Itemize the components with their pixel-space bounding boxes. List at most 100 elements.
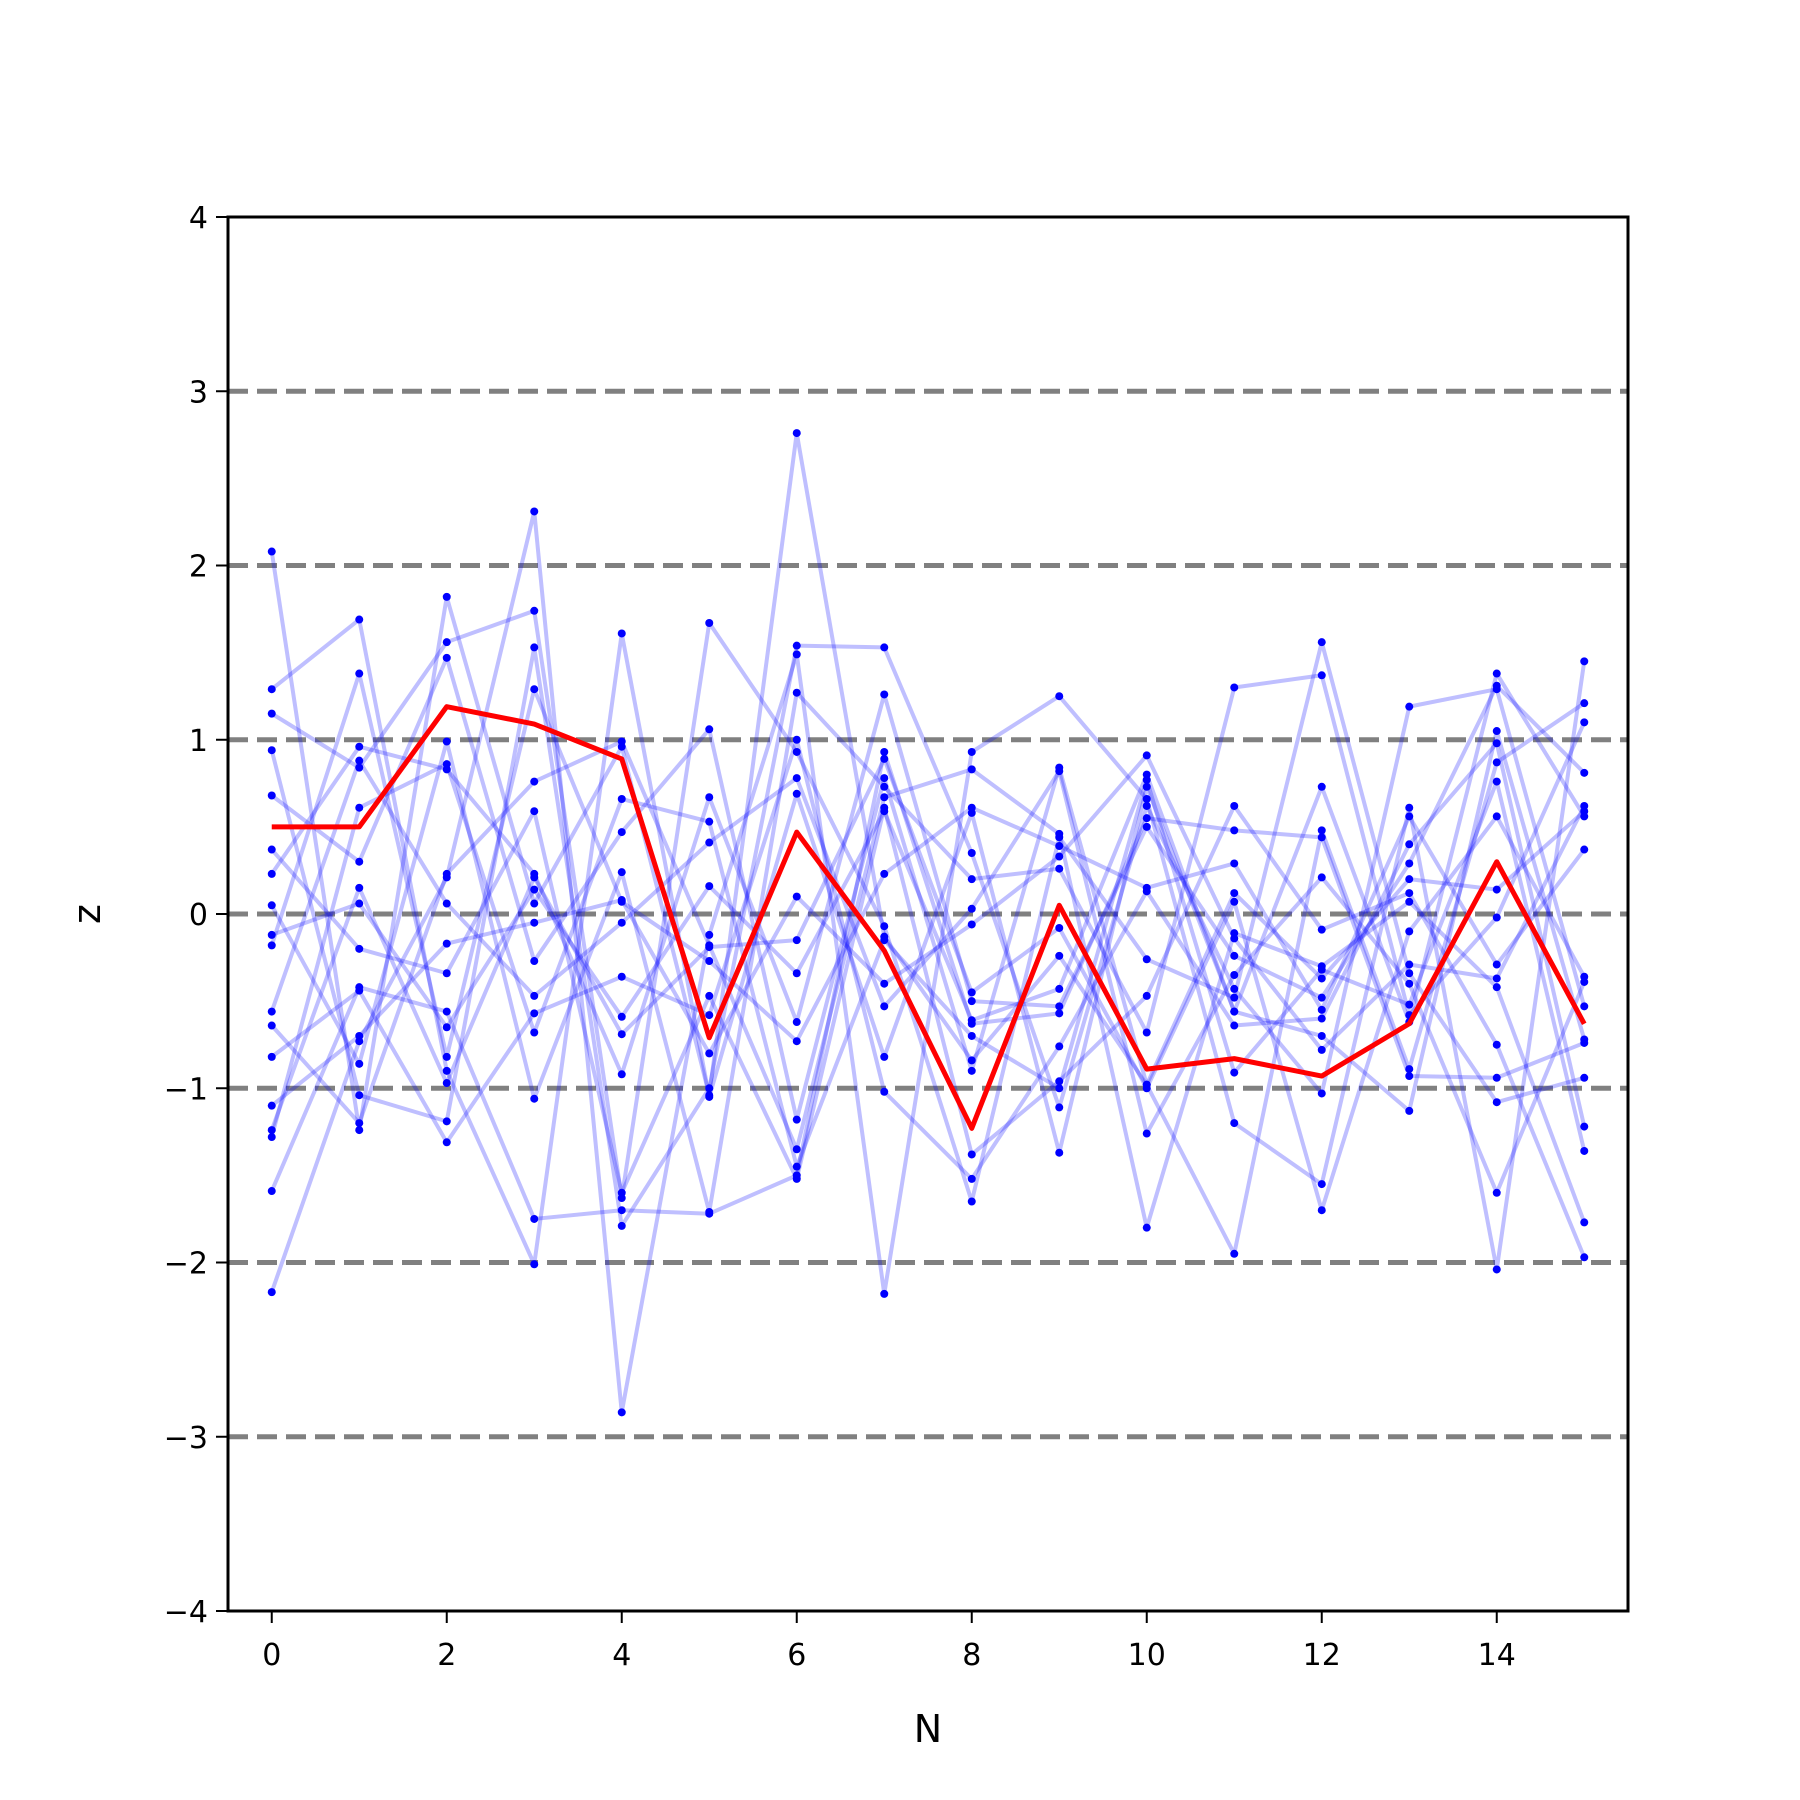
background-point: [1142, 814, 1151, 823]
background-point: [442, 592, 451, 601]
background-point: [967, 1056, 976, 1065]
background-point: [442, 899, 451, 908]
background-point: [442, 1117, 451, 1126]
background-point: [967, 1174, 976, 1183]
background-point: [1405, 979, 1414, 988]
background-point: [967, 997, 976, 1006]
background-point: [267, 746, 276, 755]
background-point: [1405, 840, 1414, 849]
background-point: [1405, 927, 1414, 936]
background-point: [1230, 993, 1239, 1002]
background-point: [530, 1260, 539, 1269]
background-point: [355, 1126, 364, 1135]
background-point: [355, 1091, 364, 1100]
background-point: [1405, 889, 1414, 898]
background-point: [880, 782, 889, 791]
y-tick-label: 0: [189, 898, 208, 933]
background-point: [792, 735, 801, 744]
background-point: [705, 817, 714, 826]
background-point: [880, 643, 889, 652]
background-point: [880, 922, 889, 931]
background-point: [617, 868, 626, 877]
background-point: [792, 747, 801, 756]
background-point: [267, 1021, 276, 1030]
background-point: [1405, 803, 1414, 812]
background-point: [1492, 913, 1501, 922]
background-series-line: [269, 643, 1587, 1228]
x-tick-label: 14: [1478, 1638, 1516, 1673]
background-point: [267, 901, 276, 910]
background-series-line: [269, 431, 1586, 1133]
background-point: [617, 1030, 626, 1039]
background-point: [442, 1079, 451, 1088]
background-point: [1142, 794, 1151, 803]
background-point: [1317, 1089, 1326, 1098]
background-point: [530, 991, 539, 1000]
y-tick-label: −4: [164, 1595, 208, 1630]
background-point: [355, 857, 364, 866]
background-point: [880, 690, 889, 699]
y-tick-label: −1: [164, 1072, 208, 1107]
background-point: [1055, 1042, 1064, 1051]
background-series-line: [270, 608, 1585, 1204]
background-point: [967, 1066, 976, 1075]
background-point: [617, 1221, 626, 1230]
background-point: [1230, 1119, 1239, 1128]
background-point: [880, 747, 889, 756]
background-point: [1142, 887, 1151, 896]
background-point: [530, 1028, 539, 1037]
background-point: [1055, 1009, 1064, 1018]
background-point: [530, 899, 539, 908]
background-point: [355, 763, 364, 772]
background-point: [1580, 657, 1589, 666]
background-point: [880, 979, 889, 988]
background-point: [1492, 1098, 1501, 1107]
background-point: [1405, 702, 1414, 711]
background-point: [355, 803, 364, 812]
background-point: [530, 1009, 539, 1018]
background-point: [267, 845, 276, 854]
background-point: [880, 1002, 889, 1011]
background-point: [267, 1133, 276, 1142]
background-point: [792, 650, 801, 659]
background-point: [267, 930, 276, 939]
background-point: [967, 803, 976, 812]
background-point: [442, 1007, 451, 1016]
background-series-line: [270, 617, 1586, 1267]
background-point: [1230, 934, 1239, 943]
background-point: [442, 939, 451, 948]
background-point: [530, 885, 539, 894]
background-point: [880, 793, 889, 802]
background-point: [1580, 1253, 1589, 1262]
reference-lines: [228, 388, 1628, 1440]
background-point: [1580, 1146, 1589, 1155]
background-point: [530, 685, 539, 694]
background-point: [617, 828, 626, 837]
background-points-group: [267, 429, 1589, 1417]
background-point: [705, 1084, 714, 1093]
background-point: [442, 969, 451, 978]
background-point: [1580, 1122, 1589, 1131]
background-point: [267, 709, 276, 718]
y-axis-ticks: −4 −3 −2 −1 0 1 2 3 4: [164, 201, 228, 1630]
background-point: [1055, 923, 1064, 932]
y-tick-label: −3: [164, 1421, 208, 1456]
background-series-line: [269, 762, 1587, 1169]
background-point: [1055, 1148, 1064, 1157]
background-point: [530, 606, 539, 615]
background-point: [1580, 699, 1589, 708]
background-series-group: [269, 431, 1587, 1415]
background-point: [705, 991, 714, 1000]
background-point: [1492, 960, 1501, 969]
background-point: [1317, 873, 1326, 882]
background-point: [792, 1115, 801, 1124]
x-axis-ticks: 0 2 4 6 8 10 12 14: [262, 1611, 1516, 1673]
y-tick-label: 3: [189, 375, 208, 410]
background-point: [705, 1092, 714, 1101]
background-point: [880, 774, 889, 783]
x-axis-label: N: [914, 1707, 942, 1751]
background-point: [442, 1023, 451, 1032]
background-point: [1492, 669, 1501, 678]
background-point: [1142, 1223, 1151, 1232]
background-point: [1317, 826, 1326, 835]
